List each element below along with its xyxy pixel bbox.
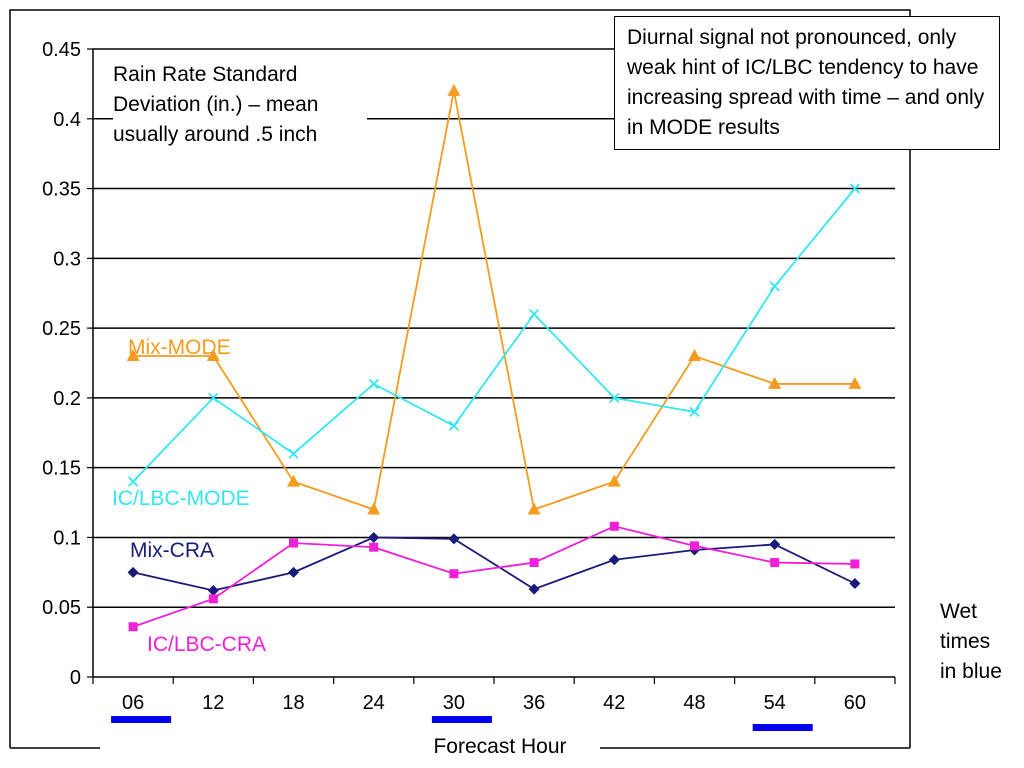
series-line: [133, 90, 855, 511]
data-point: [529, 558, 539, 568]
data-point: [849, 183, 861, 194]
data-point: [688, 349, 701, 362]
data-point: [208, 392, 219, 404]
data-point: [447, 83, 461, 96]
y-tick-label: 0: [70, 667, 81, 689]
data-point: [770, 558, 780, 568]
data-point: [448, 533, 460, 545]
data-point: [528, 309, 540, 320]
series-line: [132, 536, 856, 592]
data-point: [127, 476, 139, 487]
rain-rate-note: Rain Rate Standard Deviation (in.) – mea…: [113, 60, 367, 150]
data-point: [288, 566, 299, 578]
x-tick-label: 48: [683, 692, 705, 714]
data-point: [288, 448, 299, 459]
data-point: [607, 474, 621, 487]
data-point: [769, 538, 781, 550]
data-point: [367, 502, 381, 515]
data-point: [126, 349, 140, 362]
wet-time-bar: [431, 716, 492, 723]
data-point: [527, 502, 541, 515]
y-tick-label: 0.05: [42, 597, 81, 619]
data-point: [208, 594, 218, 604]
data-point: [207, 584, 219, 596]
data-point: [528, 583, 540, 595]
data-point: [689, 406, 700, 417]
data-point: [369, 542, 379, 552]
series-line: [132, 187, 856, 483]
series-labels: Mix-MODE IC/LBC-MODE Mix-CRA IC/LBC-CRA: [112, 336, 266, 656]
series-line: [132, 525, 855, 628]
y-tick-label: 0.4: [53, 109, 81, 131]
data-point: [609, 521, 619, 531]
data-point: [769, 281, 780, 292]
x-tick-label: 42: [603, 692, 625, 714]
x-tick-label: 60: [844, 692, 866, 714]
diurnal-signal-note: Diurnal signal not pronounced, only weak…: [614, 16, 1000, 150]
data-point: [368, 531, 380, 543]
x-tick-label: 12: [202, 692, 224, 714]
wet-time-bars: [111, 716, 813, 731]
x-axis-label: Forecast Hour: [433, 735, 567, 758]
series-label-iclbc-cra: IC/LBC-CRA: [147, 633, 266, 656]
x-tick-label: 54: [764, 692, 786, 714]
data-point: [128, 622, 138, 632]
y-tick-label: 0.2: [53, 388, 81, 410]
data-point: [768, 376, 782, 389]
wet-times-note: Wet times in blue: [940, 600, 1002, 683]
x-tick-label: 24: [363, 692, 385, 714]
data-point: [206, 349, 220, 362]
x-tick-label: 30: [443, 692, 465, 714]
data-point: [368, 378, 379, 390]
series-group: [126, 83, 862, 632]
data-point: [850, 559, 860, 569]
data-point: [849, 577, 861, 589]
y-tick-label: 0.15: [42, 458, 81, 480]
axes: [87, 48, 896, 684]
series-label-mix-mode: Mix-MODE: [128, 336, 231, 359]
data-point: [848, 376, 862, 389]
data-point: [448, 420, 460, 431]
x-tick-labels: 06 12 18 24 30 36 42 48 54 60: [122, 692, 866, 714]
chart-frame: [9, 9, 911, 749]
data-point: [289, 538, 298, 548]
wet-time-bar: [111, 716, 172, 723]
y-tick-label: 0.45: [42, 39, 81, 61]
data-point: [287, 474, 300, 487]
data-point: [609, 392, 620, 404]
x-tick-label: 36: [523, 692, 545, 714]
data-point: [690, 541, 699, 551]
data-point: [127, 566, 139, 578]
y-tick-label: 0.25: [42, 318, 81, 340]
y-tick-label: 0.1: [53, 527, 81, 549]
series-label-mix-cra: Mix-CRA: [130, 539, 214, 562]
y-tick-labels: 0 0.05 0.1 0.15 0.2 0.25 0.3 0.35 0.4 0.45: [42, 39, 81, 689]
x-tick-label: 06: [122, 692, 144, 714]
x-tick-label: 18: [282, 692, 304, 714]
data-point: [608, 554, 620, 566]
y-tick-label: 0.35: [42, 179, 81, 201]
wet-time-bar: [752, 724, 813, 731]
y-tick-label: 0.3: [53, 248, 81, 270]
series-label-iclbc-mode: IC/LBC-MODE: [112, 487, 250, 510]
data-point: [449, 569, 459, 579]
